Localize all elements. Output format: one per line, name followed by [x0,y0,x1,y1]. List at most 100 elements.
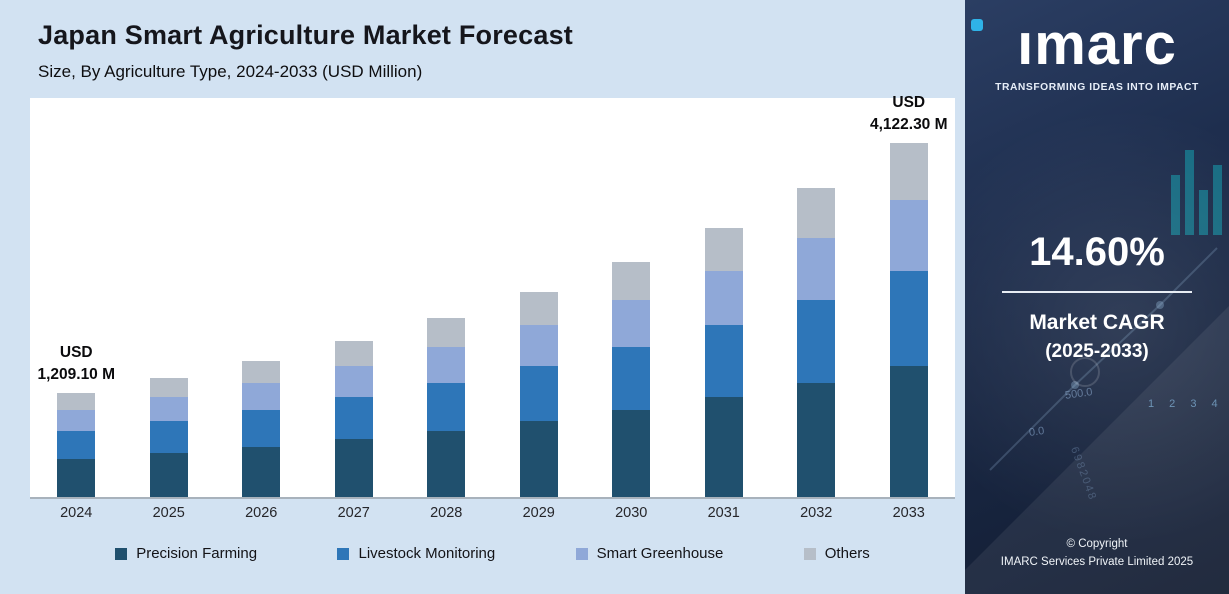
bar-column-2026 [215,98,308,497]
bar-segment-precision-farming-2027 [334,439,373,497]
x-axis-label-2032: 2032 [800,505,833,521]
annotation-2033: USD 4,122.30 M [869,94,948,133]
bar-segment-precision-farming-2030 [612,410,651,497]
bar-segment-smart-greenhouse-2024 [57,409,96,431]
chart-legend: Precision Farming Livestock Monitoring Sma… [30,545,955,562]
decor-axis-value-bottom: 0.0 [1028,424,1046,440]
bar-2033 [889,143,928,497]
x-axis-label-2024: 2024 [60,505,93,521]
bar-column-2029 [493,98,586,497]
bar-segment-livestock-monitoring-2029 [519,365,558,422]
bar-column-2031 [678,98,771,497]
bar-segment-precision-farming-2026 [242,446,281,497]
copyright-block: © Copyright IMARC Services Private Limit… [965,536,1229,572]
bar-segment-others-2032 [797,188,836,238]
annotation-2024: USD 1,209.10 M [37,343,116,383]
chart-subtitle: Size, By Agriculture Type, 2024-2033 (US… [38,62,423,81]
legend-item-smart-greenhouse: Smart Greenhouse [575,545,724,562]
imarc-logo-text: ımarc [1017,12,1177,77]
legend-label-precision-farming: Precision Farming [136,545,258,562]
decor-axis-ticks: 1 2 3 4 [1148,398,1224,410]
bar-segment-precision-farming-2031 [704,397,743,497]
decor-axis-value-top: 500.0 [1064,386,1094,402]
bar-segment-livestock-monitoring-2024 [57,430,96,459]
bar-segment-smart-greenhouse-2030 [612,299,651,347]
imarc-logo-dot-icon [971,19,983,31]
bar-segment-livestock-monitoring-2031 [704,324,743,398]
x-axis-labels: 2024 2025 2026 2027 2028 2029 2030 2031 2032 2033 [30,505,955,521]
bar-segment-others-2025 [149,378,188,398]
plot-area: USD 1,209.10 M USD 4,122.30 M [30,94,956,499]
bar-segment-smart-greenhouse-2032 [797,237,836,300]
bar-2026 [242,360,281,497]
imarc-logo: ımarc TRANSFORMING IDEAS INTO IMPACT [965,16,1229,93]
bar-segment-livestock-monitoring-2027 [334,397,373,440]
x-axis-label-2033: 2033 [892,505,925,521]
bar-2028 [427,318,466,497]
legend-swatch-others [803,547,816,560]
bar-segment-precision-farming-2024 [57,458,96,497]
bar-segment-livestock-monitoring-2026 [242,409,281,447]
legend-swatch-smart-greenhouse [575,547,588,560]
cagr-value: 14.60% [1029,230,1165,274]
x-axis-label-2026: 2026 [245,505,278,521]
bar-segment-precision-farming-2032 [797,382,836,497]
bar-column-2028 [400,98,493,497]
x-axis-label-2030: 2030 [615,505,648,521]
bar-segment-livestock-monitoring-2032 [797,299,836,383]
legend-item-livestock-monitoring: Livestock Monitoring [337,545,495,562]
brand-panel: 500.0 0.0 1 2 3 4 6982048 ımarc TRANSFOR… [965,0,1229,594]
bar-segment-others-2026 [242,360,281,383]
bar-segment-precision-farming-2033 [889,366,928,497]
decor-teal-bars-icon [1171,150,1222,235]
x-axis-label-2029: 2029 [522,505,555,521]
bar-segment-smart-greenhouse-2028 [427,346,466,383]
bar-segment-smart-greenhouse-2027 [334,365,373,398]
bar-segment-smart-greenhouse-2026 [242,382,281,410]
legend-item-others: Others [803,545,870,562]
chart-title: Japan Smart Agriculture Market Forecast [38,20,573,50]
bar-segment-precision-farming-2025 [149,453,188,497]
x-axis-label-2025: 2025 [152,505,185,521]
x-axis-label-2031: 2031 [707,505,740,521]
bar-column-2033: USD 4,122.30 M [863,94,956,497]
bar-segment-others-2027 [334,340,373,366]
bar-column-2024: USD 1,209.10 M [30,98,123,497]
bar-column-2032 [770,98,863,497]
bar-segment-smart-greenhouse-2025 [149,397,188,421]
cagr-label: Market CAGR [1029,311,1165,334]
chart-region: USD 1,209.10 M USD 4,122.30 M 2024 2025 2026 2… [30,94,956,562]
bar-segment-smart-greenhouse-2031 [704,270,743,325]
x-axis-label-2027: 2027 [337,505,370,521]
bar-segment-others-2033 [889,143,928,200]
bar-segment-others-2029 [519,292,558,325]
copyright-line1: © Copyright [1066,538,1128,551]
legend-swatch-precision-farming [115,547,128,560]
bar-segment-smart-greenhouse-2033 [889,199,928,271]
bar-segment-livestock-monitoring-2028 [427,382,466,431]
bar-2027 [334,340,373,497]
legend-swatch-livestock-monitoring [337,547,350,560]
bar-2029 [519,292,558,497]
cagr-period: (2025-2033) [1045,341,1149,362]
bar-2025 [149,378,188,497]
bar-segment-others-2028 [427,318,466,347]
bar-column-2030 [585,98,678,497]
bar-segment-livestock-monitoring-2033 [889,270,928,367]
copyright-line2: IMARC Services Private Limited 2025 [1000,556,1194,569]
bar-segment-smart-greenhouse-2029 [519,324,558,366]
bar-segment-livestock-monitoring-2030 [612,346,651,411]
legend-label-smart-greenhouse: Smart Greenhouse [596,545,724,562]
bar-segment-livestock-monitoring-2025 [149,420,188,454]
bar-column-2025 [123,98,216,497]
chart-panel: Japan Smart Agriculture Market Forecast … [0,0,965,594]
bar-segment-others-2030 [612,262,651,300]
bar-2024 [57,393,96,497]
bar-2031 [704,227,743,497]
legend-label-livestock-monitoring: Livestock Monitoring [358,545,496,562]
bar-column-2027 [308,98,401,497]
x-axis-label-2028: 2028 [430,505,463,521]
bar-segment-precision-farming-2029 [519,421,558,497]
cagr-divider [1002,291,1192,293]
